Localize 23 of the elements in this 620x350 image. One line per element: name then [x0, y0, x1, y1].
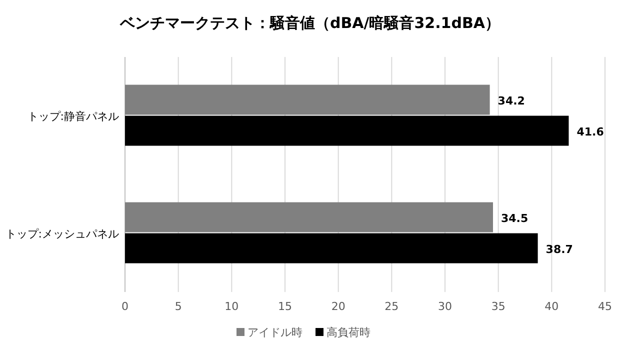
- x-tick-label: 25: [384, 300, 399, 313]
- x-tick-label: 30: [438, 300, 452, 313]
- y-tick-label: トップ:静音パネル: [27, 110, 119, 123]
- x-tick-label: 40: [544, 300, 559, 313]
- x-tick-label: 45: [598, 300, 612, 313]
- bar: [125, 84, 490, 115]
- x-tick-label: 20: [331, 300, 346, 313]
- data-label: 41.6: [576, 125, 604, 138]
- bar: [125, 116, 569, 146]
- data-label: 34.2: [498, 94, 525, 108]
- data-label: 34.5: [501, 212, 528, 225]
- y-tick-label: トップ:メッシュパネル: [5, 227, 119, 240]
- x-tick-label: 5: [174, 300, 182, 313]
- legend-label: アイドル時: [248, 326, 302, 339]
- chart-title: ベンチマークテスト：騒音値（dBA/暗騒音32.1dBA）: [118, 14, 500, 32]
- x-tick-label: 15: [278, 300, 292, 313]
- bar: [125, 233, 538, 264]
- legend-label: 高負荷時: [326, 326, 370, 339]
- x-tick-label: 10: [224, 300, 239, 313]
- data-label: 38.7: [546, 242, 573, 256]
- bar: [125, 202, 493, 232]
- x-tick-label: 35: [491, 300, 506, 313]
- x-tick-label: 0: [122, 300, 128, 313]
